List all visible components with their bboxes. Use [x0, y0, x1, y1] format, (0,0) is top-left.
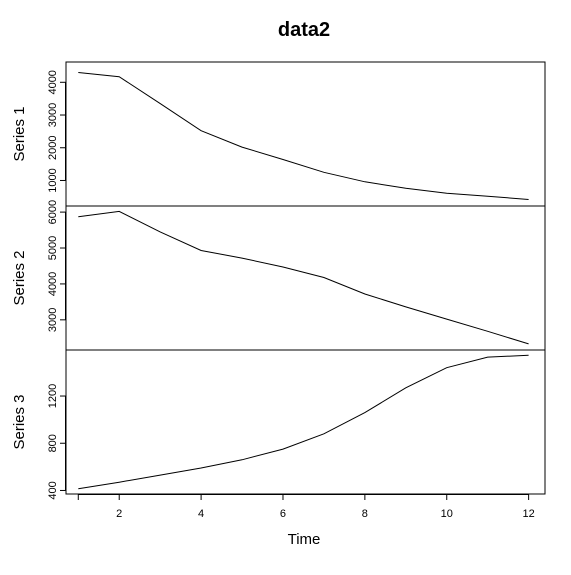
panel-2-frame	[65, 205, 546, 351]
y-tick-label: 6000	[47, 200, 59, 224]
y-tick-label: 4000	[47, 272, 59, 296]
x-tick-label: 2	[116, 508, 122, 520]
y-tick-label: 1200	[47, 384, 59, 408]
y-tick-label: 3000	[47, 103, 59, 127]
y-tick-label: 5000	[47, 236, 59, 260]
panels-group: 1000 2000 3000 4000 Series 1 3000 4000 5000 6000…	[11, 61, 546, 520]
y-tick-label: 4000	[47, 70, 59, 94]
series-3-line	[78, 354, 529, 490]
y-tick-label: 3000	[47, 308, 59, 332]
panel-2-y-label: Series 2	[11, 250, 28, 305]
y-tick-label: 800	[47, 434, 59, 452]
x-tick-label: 10	[441, 508, 453, 520]
y-tick-label: 2000	[47, 136, 59, 160]
chart-title: data2	[278, 19, 330, 41]
x-tick-label: 8	[362, 508, 368, 520]
panel-3-y-label: Series 3	[11, 394, 28, 449]
y-tick-label: 1000	[47, 168, 59, 192]
panel-3-frame	[65, 349, 546, 495]
x-axis-label: Time	[288, 531, 321, 548]
y-tick-label: 400	[47, 481, 59, 499]
panel-1-frame	[65, 61, 546, 207]
series-1-line	[78, 72, 529, 200]
x-tick-label: 12	[522, 508, 534, 520]
x-tick-label: 6	[280, 508, 286, 520]
x-tick-label: 4	[198, 508, 204, 520]
series-2-line	[78, 210, 529, 345]
panel-1-y-label: Series 1	[11, 106, 28, 161]
